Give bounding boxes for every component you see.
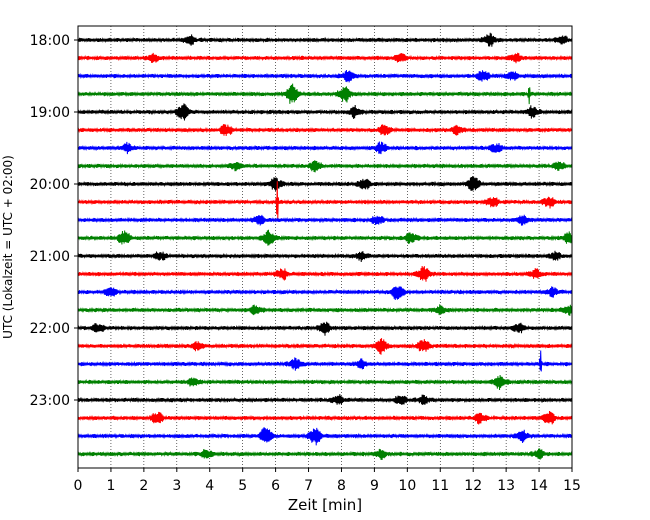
trace-line bbox=[77, 427, 573, 446]
trace-line bbox=[77, 214, 573, 226]
plot-frame bbox=[77, 25, 573, 469]
seismic-traces bbox=[77, 32, 573, 460]
x-tick-label: 3 bbox=[172, 478, 181, 494]
y-tick-label: 19:00 bbox=[30, 105, 70, 121]
y-axis-label: UTC (Lokalzeit = UTC + 02:00) bbox=[1, 155, 15, 339]
trace-line bbox=[77, 286, 573, 301]
trace-line bbox=[77, 70, 573, 83]
trace-line bbox=[77, 338, 573, 355]
x-tick-label: 13 bbox=[497, 478, 515, 494]
x-tick-label: 11 bbox=[431, 478, 449, 494]
trace-line bbox=[77, 250, 573, 263]
y-tick-label: 18:00 bbox=[30, 33, 70, 49]
x-tick-label: 15 bbox=[563, 478, 581, 494]
trace-line bbox=[77, 141, 573, 155]
x-tick-label: 4 bbox=[205, 478, 214, 494]
trace-line bbox=[77, 410, 573, 425]
x-tick-label: 6 bbox=[271, 478, 280, 494]
trace-line bbox=[77, 394, 573, 406]
y-tick-label: 23:00 bbox=[30, 393, 70, 409]
trace-line bbox=[77, 176, 573, 191]
x-tick-label: 9 bbox=[370, 478, 379, 494]
y-tick-label: 22:00 bbox=[30, 321, 70, 337]
y-tick-label: 21:00 bbox=[30, 249, 70, 265]
trace-line bbox=[77, 124, 573, 136]
trace-line bbox=[77, 181, 573, 219]
trace-line bbox=[77, 266, 573, 282]
x-tick-label: 1 bbox=[106, 478, 115, 494]
x-tick-label: 10 bbox=[398, 478, 416, 494]
trace-line bbox=[77, 375, 573, 390]
y-tick-label: 20:00 bbox=[30, 177, 70, 193]
trace-line bbox=[77, 83, 573, 105]
trace-line bbox=[77, 350, 573, 372]
trace-line bbox=[77, 32, 573, 47]
trace-line bbox=[77, 160, 573, 173]
x-tick-label: 8 bbox=[337, 478, 346, 494]
x-tick-label: 7 bbox=[304, 478, 313, 494]
x-tick-label: 14 bbox=[530, 478, 548, 494]
x-tick-label: 0 bbox=[74, 478, 83, 494]
x-tick-label: 12 bbox=[464, 478, 482, 494]
x-tick-label: 2 bbox=[139, 478, 148, 494]
trace-line bbox=[77, 229, 573, 246]
trace-line bbox=[77, 103, 573, 121]
trace-line bbox=[77, 321, 573, 336]
y-axis: 18:00 19:00 20:00 21:00 22:00 23:00 bbox=[30, 33, 78, 409]
x-axis: 0 1 2 3 4 5 6 7 8 9 10 11 12 13 14 15 bbox=[74, 468, 581, 494]
trace-line bbox=[77, 52, 573, 64]
trace-line bbox=[77, 304, 573, 316]
x-axis-label: Zeit [min] bbox=[288, 496, 362, 514]
trace-line bbox=[77, 448, 573, 460]
x-tick-label: 5 bbox=[238, 478, 247, 494]
